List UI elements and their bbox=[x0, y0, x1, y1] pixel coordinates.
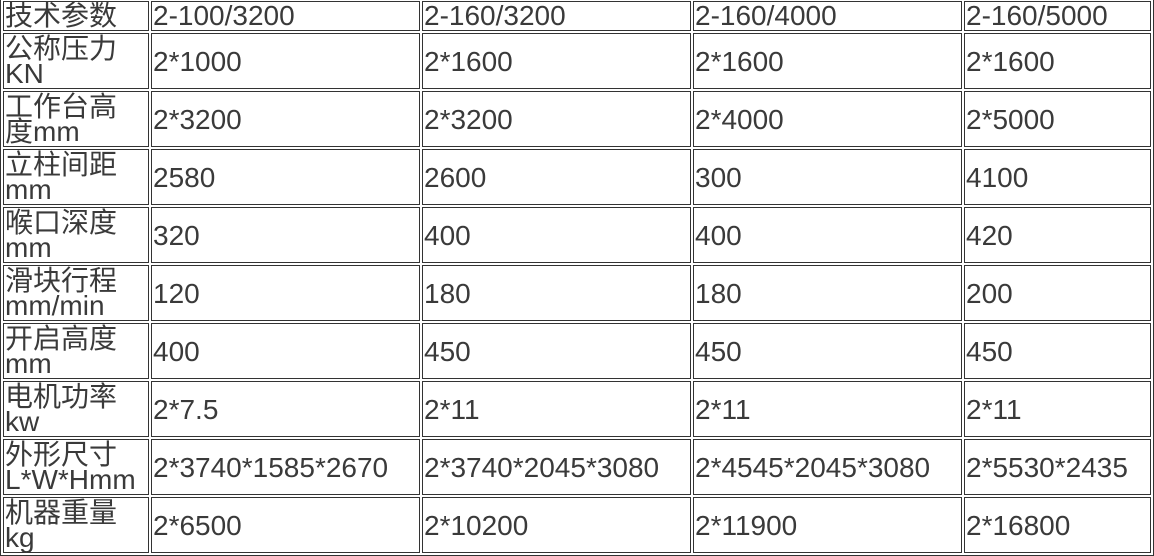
param-name: 电机功率 bbox=[5, 381, 118, 412]
value-cell: 2*1600 bbox=[693, 33, 962, 89]
param-name: 工作台高 bbox=[5, 91, 118, 122]
value-cell: 2*5000 bbox=[964, 91, 1151, 147]
value-cell: 2*7.5 bbox=[151, 381, 420, 437]
param-unit: mm/min bbox=[5, 290, 105, 321]
value-cell: 180 bbox=[693, 265, 962, 321]
param-name: 滑块行程 bbox=[5, 265, 118, 296]
table-row: 滑块行程 mm/min 120 180 180 200 bbox=[3, 265, 1151, 321]
param-label: 公称压力 KN bbox=[3, 33, 149, 89]
param-name: 机器重量 bbox=[5, 497, 118, 528]
value-cell: 2*10200 bbox=[422, 497, 691, 553]
value-cell: 2*3740*2045*3080 bbox=[422, 439, 691, 495]
value-cell: 2*4000 bbox=[693, 91, 962, 147]
value-cell: 2*11900 bbox=[693, 497, 962, 553]
param-label: 外形尺寸 L*W*Hmm bbox=[3, 439, 149, 495]
param-unit: KN bbox=[5, 58, 44, 89]
param-unit: kg bbox=[5, 522, 35, 553]
table-row: 公称压力 KN 2*1000 2*1600 2*1600 2*1600 bbox=[3, 33, 1151, 89]
value-cell: 450 bbox=[693, 323, 962, 379]
param-unit: mm bbox=[5, 232, 52, 263]
value-cell: 200 bbox=[964, 265, 1151, 321]
value-cell: 2*1600 bbox=[422, 33, 691, 89]
value-cell: 2*5530*2435 bbox=[964, 439, 1151, 495]
value-cell: 2600 bbox=[422, 149, 691, 205]
value-cell: 2*4545*2045*3080 bbox=[693, 439, 962, 495]
value-cell: 180 bbox=[422, 265, 691, 321]
value-cell: 2*11 bbox=[422, 381, 691, 437]
value-cell: 450 bbox=[964, 323, 1151, 379]
param-name: 喉口深度 bbox=[5, 207, 118, 238]
param-unit: mm bbox=[5, 348, 52, 379]
header-cell: 2-160/5000 bbox=[964, 1, 1151, 31]
value-cell: 400 bbox=[422, 207, 691, 263]
param-label: 喉口深度 mm bbox=[3, 207, 149, 263]
header-cell: 技术参数 bbox=[3, 1, 149, 31]
table-row: 外形尺寸 L*W*Hmm 2*3740*1585*2670 2*3740*2045*3… bbox=[3, 439, 1151, 495]
param-label: 滑块行程 mm/min bbox=[3, 265, 149, 321]
param-name: 外形尺寸 bbox=[5, 439, 118, 470]
value-cell: 2580 bbox=[151, 149, 420, 205]
value-cell: 120 bbox=[151, 265, 420, 321]
param-label: 立柱间距 mm bbox=[3, 149, 149, 205]
table-row: 立柱间距 mm 2580 2600 300 4100 bbox=[3, 149, 1151, 205]
value-cell: 2*3200 bbox=[151, 91, 420, 147]
param-label: 电机功率 kw bbox=[3, 381, 149, 437]
value-cell: 400 bbox=[693, 207, 962, 263]
value-cell: 450 bbox=[422, 323, 691, 379]
value-cell: 2*3740*1585*2670 bbox=[151, 439, 420, 495]
param-name: 立柱间距 bbox=[5, 149, 118, 180]
value-cell: 420 bbox=[964, 207, 1151, 263]
value-cell: 2*1000 bbox=[151, 33, 420, 89]
param-unit: mm bbox=[5, 174, 52, 205]
table-row: 电机功率 kw 2*7.5 2*11 2*11 2*11 bbox=[3, 381, 1151, 437]
value-cell: 320 bbox=[151, 207, 420, 263]
value-cell: 400 bbox=[151, 323, 420, 379]
param-unit: L*W*Hmm bbox=[5, 464, 136, 495]
table-row: 工作台高 度mm 2*3200 2*3200 2*4000 2*5000 bbox=[3, 91, 1151, 147]
param-label: 机器重量 kg bbox=[3, 497, 149, 553]
value-cell: 2*11 bbox=[964, 381, 1151, 437]
table-row: 机器重量 kg 2*6500 2*10200 2*11900 2*16800 bbox=[3, 497, 1151, 553]
value-cell: 2*1600 bbox=[964, 33, 1151, 89]
param-name: 开启高度 bbox=[5, 323, 118, 354]
header-row: 技术参数 2-100/3200 2-160/3200 2-160/4000 2-160/… bbox=[3, 1, 1151, 31]
value-cell: 2*6500 bbox=[151, 497, 420, 553]
value-cell: 2*3200 bbox=[422, 91, 691, 147]
param-unit: kw bbox=[5, 406, 40, 437]
header-cell: 2-100/3200 bbox=[151, 1, 420, 31]
value-cell: 2*11 bbox=[693, 381, 962, 437]
param-label: 工作台高 度mm bbox=[3, 91, 149, 147]
param-label: 开启高度 mm bbox=[3, 323, 149, 379]
table-row: 开启高度 mm 400 450 450 450 bbox=[3, 323, 1151, 379]
param-name: 公称压力 bbox=[5, 33, 118, 64]
header-cell: 2-160/4000 bbox=[693, 1, 962, 31]
value-cell: 4100 bbox=[964, 149, 1151, 205]
table-row: 喉口深度 mm 320 400 400 420 bbox=[3, 207, 1151, 263]
param-unit: 度mm bbox=[5, 116, 80, 147]
value-cell: 300 bbox=[693, 149, 962, 205]
value-cell: 2*16800 bbox=[964, 497, 1151, 553]
header-cell: 2-160/3200 bbox=[422, 1, 691, 31]
